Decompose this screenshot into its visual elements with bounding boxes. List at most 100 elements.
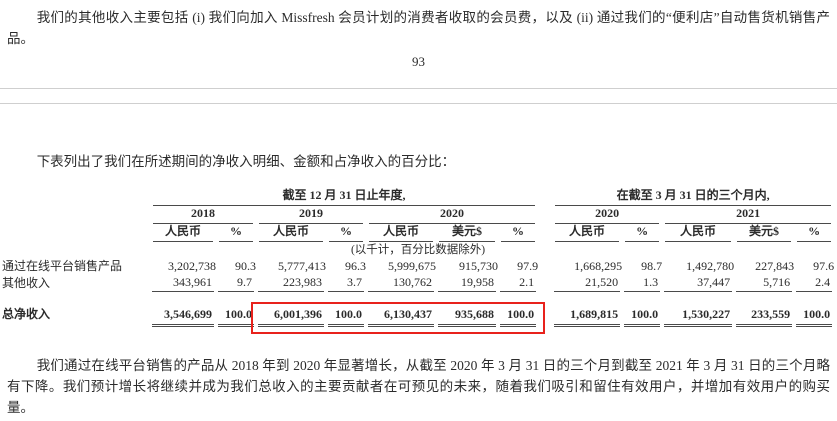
total-cell: 100.0: [326, 304, 366, 330]
spacer-row: [2, 292, 834, 304]
col-header-label: %: [625, 224, 660, 242]
total-value: 100.0: [500, 307, 537, 327]
gap-cell: [538, 206, 552, 224]
year-label: 2020: [369, 206, 536, 224]
value-cell: 37,447: [662, 275, 734, 292]
value-cell: 9.7: [216, 275, 256, 292]
empty-cell: [2, 188, 150, 206]
total-cell: 100.0: [216, 304, 256, 330]
empty-cell: [2, 206, 150, 224]
value-cell: 227,843: [755, 258, 795, 273]
value-cell: 223,983: [256, 275, 326, 292]
year-label: 2021: [665, 206, 832, 224]
year-label: 2019: [259, 206, 363, 224]
total-cell: 935,688: [436, 304, 498, 330]
year-header-2018: 2018: [150, 206, 256, 224]
total-value: 100.0: [624, 307, 661, 327]
gap-cell: [538, 188, 552, 206]
value-cell: 5,999,675: [388, 258, 436, 273]
value-cell: 915,730: [459, 258, 498, 273]
group-header-quarterly-label: 在截至 3 月 31 日的三个月内,: [555, 188, 832, 206]
value-cell: 21,520: [552, 275, 622, 292]
year-header-2019: 2019: [256, 206, 366, 224]
col-header-label: %: [797, 224, 832, 242]
value: 343,961: [152, 275, 214, 292]
col-header-label: 人民币: [259, 224, 323, 242]
value-cell: 130,762: [366, 275, 436, 292]
total-cell: 1,689,815: [552, 304, 622, 330]
quarter-header-2020: 2020: [552, 206, 662, 224]
group-header-annual-label: 截至 12 月 31 日止年度,: [153, 188, 536, 206]
value: 9.7: [218, 275, 254, 292]
total-value: 233,559: [736, 307, 793, 327]
col-header-label: 人民币: [555, 224, 620, 242]
value-cell: 96.3: [345, 258, 366, 273]
total-value: 6,001,396: [258, 307, 324, 327]
value: 2.1: [500, 275, 537, 292]
row-label: 通过在线平台销售产品: [2, 258, 123, 273]
col-header-pct: %: [498, 224, 538, 242]
col-header-label: 人民币: [369, 224, 433, 242]
total-row-label: 总净收入: [2, 307, 51, 321]
page-divider-bottom: [0, 103, 837, 104]
col-header-label: 人民币: [665, 224, 732, 242]
col-header-label: %: [329, 224, 363, 242]
total-value: 100.0: [328, 307, 364, 327]
value: 5,716: [736, 275, 793, 292]
col-header-rmb: 人民币: [256, 224, 326, 242]
value-cell: 1.3: [622, 275, 662, 292]
value-cell: 1,668,295: [574, 258, 623, 273]
empty-cell: [2, 292, 834, 304]
value-cell: 5,777,413: [278, 258, 326, 273]
empty-cell: [2, 224, 150, 242]
year-label: 2018: [153, 206, 253, 224]
col-header-pct: %: [622, 224, 662, 242]
gap-cell: [538, 275, 552, 292]
col-header-label: %: [501, 224, 536, 242]
total-cell: 1,530,227: [662, 304, 734, 330]
value-cell: 98.7: [641, 258, 663, 273]
table-group-header-row: 截至 12 月 31 日止年度, 在截至 3 月 31 日的三个月内,: [2, 188, 834, 206]
value: 2.4: [796, 275, 833, 292]
value-cell: 97.6: [813, 258, 835, 273]
total-cell: 100.0: [794, 304, 834, 330]
value-cell: 2.1: [498, 275, 538, 292]
value: 130,762: [368, 275, 434, 292]
value-cell: 1,492,780: [686, 258, 735, 273]
col-header-usd: 美元$: [436, 224, 498, 242]
value-cell: 19,958: [436, 275, 498, 292]
paragraph-growth-trend: 我们通过在线平台销售的产品从 2018 年到 2020 年显著增长，从截至 20…: [7, 358, 830, 415]
table-currency-header-row: 人民币 % 人民币 % 人民币 美元$ % 人民币 % 人民币 美元$ %: [2, 224, 834, 242]
table-row: 其他收入 343,961 9.7 223,983 3.7 130,762 19,…: [2, 275, 834, 292]
group-header-annual: 截至 12 月 31 日止年度,: [150, 188, 538, 206]
col-header-label: 美元$: [439, 224, 495, 242]
value-cell: 97.9: [517, 258, 539, 273]
col-header-rmb: 人民币: [662, 224, 734, 242]
total-cell: 100.0: [622, 304, 662, 330]
col-header-rmb: 人民币: [150, 224, 216, 242]
year-header-2020: 2020: [366, 206, 538, 224]
row-label: 其他收入: [2, 275, 51, 290]
col-header-usd: 美元$: [734, 224, 794, 242]
col-header-label: 人民币: [153, 224, 213, 242]
quarter-header-2021: 2021: [662, 206, 834, 224]
total-value: 3,546,699: [152, 307, 214, 327]
total-value: 100.0: [218, 307, 254, 327]
total-cell: 6,130,437: [366, 304, 436, 330]
value: 1.3: [624, 275, 661, 292]
total-cell: 100.0: [498, 304, 538, 330]
year-label: 2020: [555, 206, 660, 224]
total-value: 1,689,815: [554, 307, 621, 327]
gap-cell: [538, 258, 552, 275]
col-header-rmb: 人民币: [366, 224, 436, 242]
table-row: 通过在线平台销售产品 3,202,738 90.3 5,777,413 96.3…: [2, 258, 834, 275]
value: 19,958: [438, 275, 496, 292]
col-header-rmb: 人民币: [552, 224, 622, 242]
value: 3.7: [328, 275, 364, 292]
col-header-pct: %: [216, 224, 256, 242]
col-header-pct: %: [326, 224, 366, 242]
total-cell: 3,546,699: [150, 304, 216, 330]
page-divider-top: [0, 88, 837, 89]
total-value: 1,530,227: [664, 307, 733, 327]
